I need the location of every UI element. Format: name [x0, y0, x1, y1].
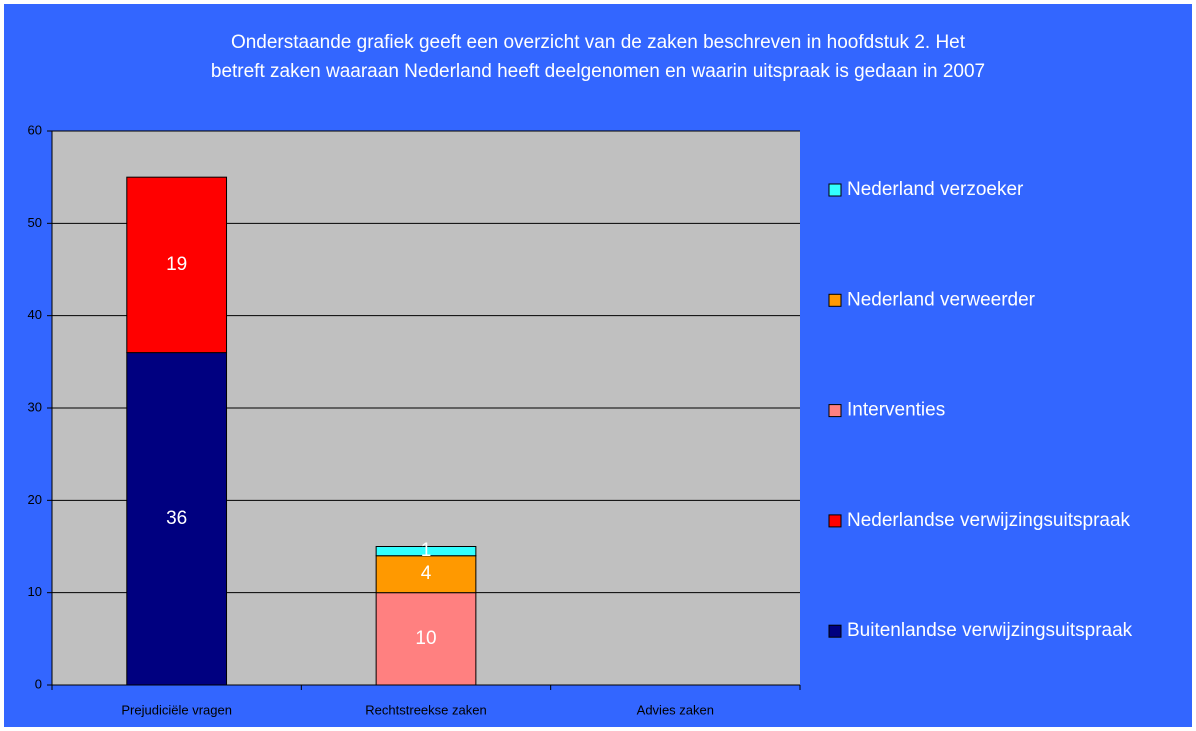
- chart-title: betreft zaken waaraan Nederland heeft de…: [211, 61, 985, 82]
- legend-label: Nederland verweerder: [847, 289, 1036, 310]
- data-label: 36: [166, 508, 187, 529]
- bar-segment: [126, 352, 228, 686]
- chart-title: Onderstaande grafiek geeft een overzicht…: [231, 32, 966, 53]
- x-tick-label: Advies zaken: [637, 702, 714, 717]
- legend-label: Interventies: [847, 400, 945, 421]
- legend-label: Nederland verzoeker: [847, 179, 1024, 200]
- legend-swatch: [828, 293, 842, 307]
- data-label: 19: [166, 254, 187, 275]
- y-tick-label: 20: [28, 492, 42, 507]
- legend-swatch: [828, 514, 842, 528]
- legend-swatch: [828, 404, 842, 418]
- data-label: 10: [415, 628, 436, 649]
- y-tick-label: 0: [35, 676, 42, 691]
- legend-swatch: [828, 624, 842, 638]
- bar-segment: [375, 555, 477, 594]
- y-tick-label: 10: [28, 584, 42, 599]
- y-tick-label: 30: [28, 399, 42, 414]
- y-tick-label: 50: [28, 215, 42, 230]
- y-tick-label: 40: [28, 307, 42, 322]
- legend-swatch: [828, 183, 842, 197]
- bar-segment: [126, 176, 228, 354]
- legend-label: Buitenlandse verwijzingsuitspraak: [847, 620, 1133, 641]
- bar-segment: [375, 546, 477, 557]
- data-label: 1: [421, 540, 432, 561]
- y-tick-label: 60: [28, 122, 42, 137]
- data-label: 4: [421, 563, 432, 584]
- x-tick-label: Rechtstreekse zaken: [365, 702, 486, 717]
- legend-label: Nederlandse verwijzingsuitspraak: [847, 510, 1131, 531]
- x-tick-label: Prejudiciële vragen: [121, 702, 232, 717]
